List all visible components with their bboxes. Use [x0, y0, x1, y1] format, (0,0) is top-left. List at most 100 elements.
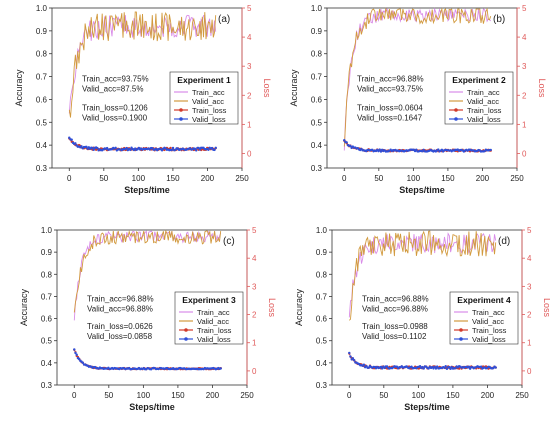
x-axis-label: Steps/time	[129, 402, 175, 412]
y-tick-label-left: 0.9	[41, 248, 53, 257]
y-tick-label-left: 0.9	[36, 27, 48, 36]
valid-loss-point	[170, 148, 174, 152]
x-tick-label: 0	[347, 391, 352, 400]
y-tick-label-right: 2	[247, 91, 252, 100]
y-tick-label-left: 1.0	[316, 226, 328, 235]
legend-label: Train_acc	[192, 88, 225, 97]
valid-loss-point	[198, 148, 202, 151]
legend-label: Train_loss	[472, 326, 507, 335]
y-tick-label-left: 0.7	[36, 73, 48, 82]
train-loss-point	[169, 146, 172, 150]
y-axis-label-left: Accuracy	[19, 288, 29, 326]
valid-loss-point	[92, 148, 95, 152]
annotation-valid-acc: Valid_acc=96.88%	[87, 304, 153, 313]
y-tick-label-right: 3	[252, 282, 257, 291]
y-tick-label-left: 0.3	[36, 164, 48, 173]
y-tick-label-left: 0.7	[41, 292, 53, 301]
valid-loss-point	[81, 361, 85, 365]
y-tick-label-left: 0.8	[311, 50, 323, 59]
legend-label: Train_loss	[467, 106, 502, 115]
valid-loss-point	[378, 148, 381, 151]
y-tick-label-right: 3	[522, 62, 527, 71]
valid-loss-point	[349, 355, 352, 358]
y-tick-label-left: 0.8	[316, 270, 328, 279]
valid-loss-point	[365, 364, 368, 368]
y-tick-label-right: 4	[252, 254, 257, 263]
valid-loss-point	[454, 367, 457, 370]
valid-loss-point	[348, 351, 351, 355]
annotation-valid-acc: Valid_acc=93.75%	[357, 85, 423, 94]
legend-box	[169, 71, 239, 125]
legend-label: Valid_loss	[197, 335, 231, 344]
legend-box	[444, 71, 514, 125]
x-tick-label: 200	[206, 391, 220, 400]
valid-loss-point	[448, 365, 451, 369]
y-tick-label-left: 0.3	[311, 164, 323, 173]
y-tick-label-right: 2	[527, 311, 532, 320]
y-axis-label-left: Accuracy	[294, 288, 304, 326]
annotation-train-loss: Train_loss=0.0626	[87, 322, 153, 331]
y-tick-label-left: 0.6	[36, 95, 48, 104]
y-tick-label-right: 0	[522, 149, 527, 158]
valid-loss-point	[214, 146, 217, 150]
annotation-valid-loss: Valid_loss=0.1900	[82, 113, 148, 122]
y-tick-label-left: 0.4	[316, 359, 328, 368]
annotation-train-acc: Train_acc=96.88%	[357, 75, 424, 84]
annotation-train-loss: Train_loss=0.0988	[362, 322, 428, 331]
x-tick-label: 250	[235, 174, 249, 183]
annotation-valid-loss: Valid_loss=0.0858	[87, 332, 153, 341]
y-tick-label-left: 0.4	[41, 359, 53, 368]
valid-loss-point	[449, 367, 452, 371]
y-axis-label-left: Accuracy	[14, 69, 24, 107]
legend-box	[449, 291, 519, 345]
x-tick-label: 150	[441, 174, 455, 183]
legend-label: Valid_acc	[192, 97, 224, 106]
series-valid-acc	[343, 7, 492, 147]
y-tick-label-right: 5	[247, 4, 252, 13]
x-tick-label: 100	[407, 174, 421, 183]
valid-loss-point	[437, 148, 440, 151]
y-tick-label-left: 0.7	[311, 73, 323, 82]
valid-loss-point	[207, 148, 210, 151]
y-tick-label-left: 0.3	[316, 381, 328, 390]
y-axis-label-right: Loss	[537, 78, 547, 98]
legend-label: Valid_acc	[197, 317, 229, 326]
legend-marker	[179, 108, 183, 112]
y-axis-label-right: Loss	[542, 298, 550, 318]
y-tick-label-right: 0	[252, 367, 257, 376]
y-tick-label-right: 0	[247, 149, 252, 158]
valid-loss-point	[381, 367, 384, 370]
x-tick-label: 250	[510, 174, 524, 183]
y-tick-label-right: 0	[527, 367, 532, 376]
x-tick-label: 50	[104, 391, 113, 400]
y-tick-label-right: 4	[247, 33, 252, 42]
y-tick-label-left: 0.4	[36, 141, 48, 150]
x-tick-label: 50	[374, 174, 383, 183]
series-train-loss	[73, 349, 221, 370]
series-valid-loss	[73, 349, 221, 370]
y-tick-label-left: 1.0	[36, 4, 48, 13]
x-tick-label: 100	[132, 174, 146, 183]
legend-title: Experiment 1	[177, 75, 231, 85]
valid-loss-point	[434, 367, 438, 370]
valid-loss-point	[195, 149, 198, 152]
series-train-acc	[343, 7, 492, 151]
valid-loss-point	[494, 366, 497, 369]
valid-loss-point	[343, 139, 346, 142]
valid-loss-point	[75, 353, 78, 356]
valid-loss-point	[171, 146, 175, 150]
valid-loss-point	[418, 365, 422, 368]
valid-loss-point	[379, 150, 383, 153]
legend-marker	[454, 117, 458, 121]
valid-loss-point	[80, 145, 83, 148]
y-tick-label-left: 0.8	[36, 50, 48, 59]
panel-label: (d)	[498, 236, 510, 247]
legend-label: Valid_loss	[472, 335, 506, 344]
legend-marker	[459, 328, 463, 332]
x-tick-label: 0	[342, 174, 347, 183]
x-tick-label: 150	[171, 391, 185, 400]
y-tick-label-right: 4	[522, 33, 527, 42]
y-tick-label-right: 5	[252, 226, 257, 235]
